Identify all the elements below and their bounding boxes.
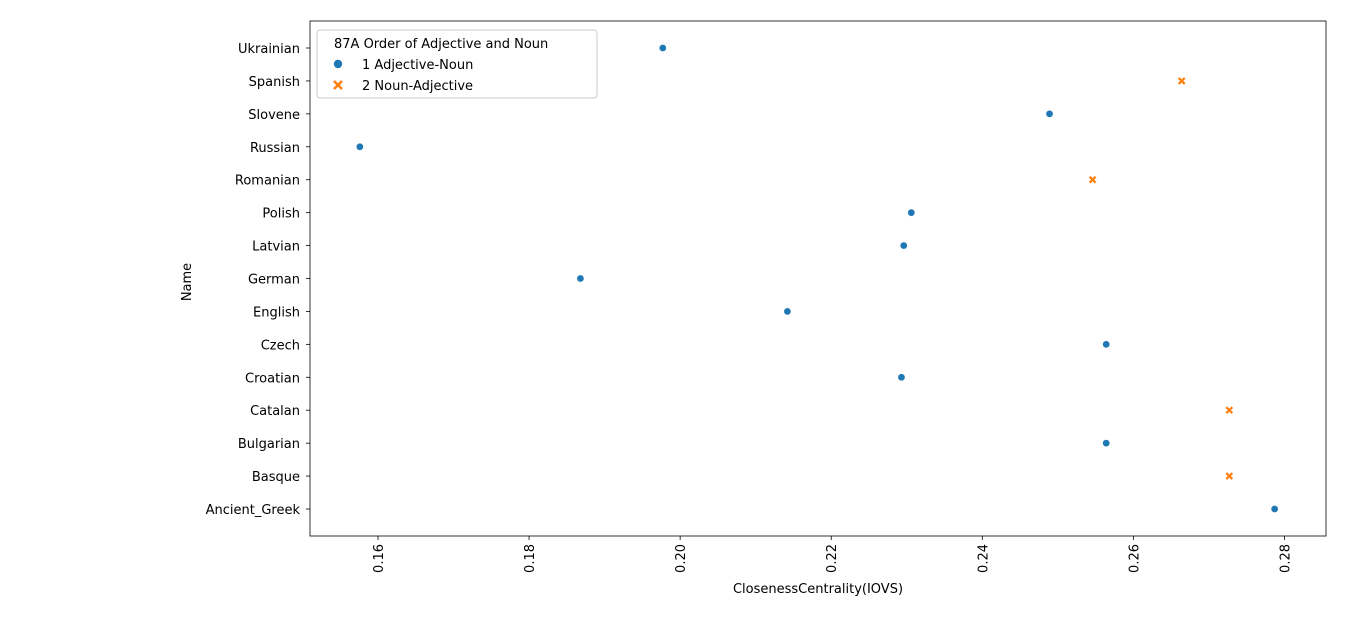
- x-axis-label: ClosenessCentrality(IOVS): [733, 582, 903, 597]
- legend-title: 87A Order of Adjective and Noun: [334, 37, 548, 52]
- plot-area: [310, 21, 1326, 536]
- legend: 87A Order of Adjective and Noun 1 Adject…: [316, 29, 598, 99]
- y-tick-label: Russian: [250, 141, 300, 156]
- x-tick-label: 0.16: [372, 544, 387, 573]
- y-axis-ticks: Ukrainian Spanish Slovene Russian Romanian Po…: [206, 42, 310, 518]
- x-axis-ticks: 0.16 0.18 0.20 0.22 0.24 0.26 0.28: [372, 536, 1293, 573]
- data-point: [1225, 472, 1234, 480]
- data-point: [356, 142, 364, 151]
- y-axis-label: Name: [180, 263, 195, 301]
- y-tick-label: Latvian: [252, 240, 300, 255]
- x-tick-label: 0.28: [1278, 544, 1293, 573]
- y-tick-label: German: [248, 273, 300, 288]
- data-point: [783, 307, 792, 316]
- data-point: [658, 44, 667, 52]
- legend-marker-adjective-noun: [333, 59, 343, 69]
- data-point: [907, 208, 916, 217]
- x-tick-label: 0.20: [674, 544, 689, 573]
- data-point: [1088, 175, 1097, 184]
- y-tick-label: English: [253, 305, 300, 320]
- legend-label-adjective-noun: 1 Adjective-Noun: [362, 58, 473, 73]
- x-tick-label: 0.26: [1127, 544, 1142, 573]
- data-point: [899, 241, 908, 250]
- y-tick-label: Slovene: [248, 108, 300, 123]
- data-point: [1177, 77, 1186, 85]
- y-tick-label: Czech: [261, 338, 300, 353]
- y-tick-label: Croatian: [245, 371, 300, 386]
- data-point: [576, 274, 585, 283]
- x-tick-label: 0.18: [523, 544, 538, 573]
- legend-box: [316, 29, 598, 99]
- y-tick-label: Basque: [252, 470, 300, 485]
- y-tick-label: Catalan: [250, 404, 300, 419]
- x-tick-label: 0.22: [825, 544, 840, 573]
- y-tick-label: Polish: [262, 207, 300, 222]
- legend-marker-noun-adjective: [333, 80, 343, 90]
- data-point: [1225, 406, 1234, 414]
- y-tick-label: Bulgarian: [238, 437, 300, 452]
- plot-frame: [309, 20, 1327, 537]
- y-tick-label: Spanish: [249, 75, 300, 90]
- legend-label-noun-adjective: 2 Noun-Adjective: [362, 79, 473, 94]
- data-points: [356, 44, 1279, 513]
- data-point: [897, 373, 906, 382]
- data-point: [1102, 340, 1111, 349]
- y-tick-label: Ukrainian: [238, 42, 300, 57]
- data-point: [1045, 110, 1054, 118]
- data-point: [1270, 505, 1279, 513]
- y-tick-label: Romanian: [235, 174, 300, 189]
- data-point: [1102, 439, 1111, 447]
- y-tick-label: Ancient_Greek: [206, 503, 301, 518]
- x-tick-label: 0.24: [976, 544, 991, 573]
